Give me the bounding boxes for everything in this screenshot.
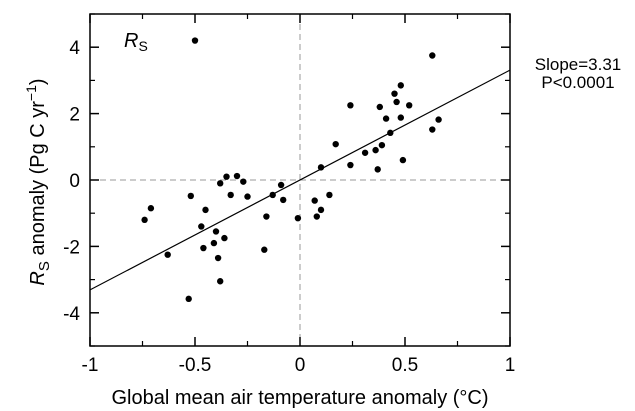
scatter-point [187, 192, 194, 200]
scatter-point [198, 223, 205, 230]
x-tick-label: -0.5 [179, 355, 212, 376]
scatter-point [399, 156, 407, 164]
panel-label-main: R [124, 30, 138, 52]
scatter-point [223, 173, 230, 180]
scatter-point [391, 90, 398, 97]
scatter-point [406, 102, 413, 109]
scatter-point [347, 102, 354, 109]
scatter-point [311, 197, 318, 204]
scatter-point [244, 193, 251, 200]
y-axis-title-text: anomaly (Pg C yr [27, 101, 49, 261]
y-tick-label: -2 [63, 237, 80, 258]
scatter-point [191, 37, 199, 44]
panel-label: RS [124, 30, 148, 54]
slope-text: Slope=3.31 [535, 55, 622, 74]
scatter-point [332, 140, 339, 148]
scatter-point [185, 295, 192, 303]
y-tick-label: 2 [69, 105, 80, 126]
scatter-point [277, 181, 285, 189]
x-axis: -1 -0.5 0 0.5 1 [82, 14, 516, 376]
x-tick-label: 0 [295, 355, 306, 376]
y-tick-label: 4 [69, 38, 80, 59]
scatter-point [210, 239, 218, 247]
scatter-point [393, 98, 400, 106]
scatter-point [361, 149, 369, 156]
y-tick-label: 0 [69, 171, 80, 192]
scatter-point [397, 82, 404, 89]
scatter-point [376, 103, 383, 111]
regression-line-group [90, 69, 510, 291]
scatter-point [313, 213, 320, 220]
panel-label-sub: S [138, 38, 147, 54]
y-tick-label: -4 [63, 304, 80, 325]
y-axis-title-prefix: R [27, 271, 49, 285]
scatter-point [269, 191, 276, 199]
scatter-point [217, 180, 224, 187]
scatter-point [326, 191, 333, 199]
scatter-point [378, 141, 386, 149]
scatter-point [387, 129, 394, 137]
scatter-point [240, 178, 247, 185]
y-axis-title-sub: S [36, 261, 53, 271]
scatter-point [372, 146, 379, 154]
scatter-point [429, 126, 436, 133]
scatter-point [347, 161, 354, 169]
scatter-point [227, 191, 234, 199]
scatter-point [374, 166, 381, 173]
x-axis-title: Global mean air temperature anomaly (°C) [111, 387, 488, 409]
scatter-point [317, 206, 325, 214]
scatter-point [261, 246, 268, 253]
scatter-point [214, 254, 222, 262]
scatter-point [141, 216, 148, 224]
y-axis-title-suffix: ) [27, 78, 49, 85]
x-tick-label: 1 [505, 355, 516, 376]
scatter-point [280, 196, 287, 204]
y-axis-title-sup: −1 [23, 85, 39, 101]
scatter-point [164, 251, 171, 258]
scatter-point [217, 278, 224, 285]
scatter-point [429, 52, 436, 59]
p-value-text: P<0.0001 [541, 73, 614, 92]
scatter-point [221, 234, 228, 242]
x-tick-label: -1 [82, 355, 99, 376]
scatter-point [233, 172, 241, 180]
y-axis: -4 -2 0 2 4 [63, 13, 510, 347]
scatter-point [147, 205, 155, 212]
scatter-point [200, 244, 207, 252]
scatter-point [435, 116, 442, 123]
scatter-point [382, 115, 390, 122]
x-tick-label: 0.5 [392, 355, 418, 376]
scatter-point [202, 206, 209, 214]
scatter-point [212, 228, 220, 235]
scatter-point [317, 164, 325, 171]
scatter-point [397, 114, 404, 121]
regression-line [90, 69, 510, 291]
scatter-point [263, 213, 270, 220]
y-axis-title: RS anomaly (Pg C yr−1) [23, 78, 53, 285]
scatter-points [141, 37, 442, 303]
scatter-point [294, 214, 302, 222]
